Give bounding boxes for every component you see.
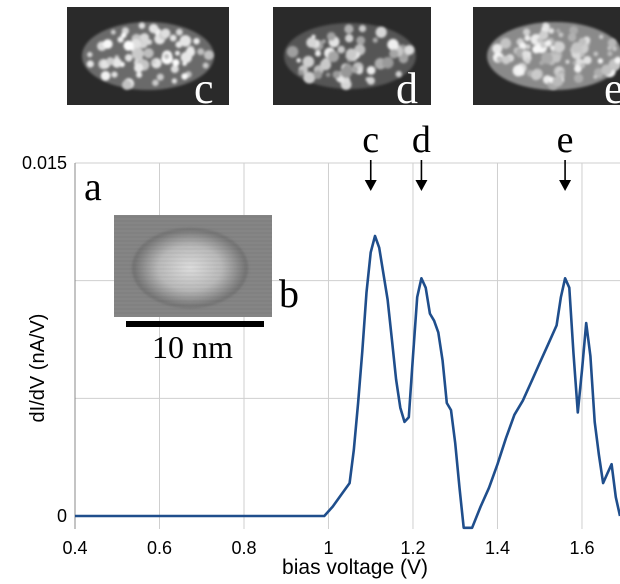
peak-arrow-head: [364, 180, 377, 191]
panel-label-a: a: [84, 164, 102, 209]
peak-label: e: [557, 119, 574, 161]
x-axis-label: bias voltage (V): [282, 556, 428, 579]
map-thumbnail-e: e: [473, 7, 620, 113]
x-tick-label: 1.6: [569, 538, 594, 558]
peak-annotation-c: c: [362, 119, 379, 191]
x-tick-label: 1.4: [485, 538, 510, 558]
x-tick-label: 0.4: [62, 538, 87, 558]
x-tick-label: 1: [323, 538, 333, 558]
x-tick-label: 0.8: [231, 538, 256, 558]
y-tick-label: 0.015: [22, 153, 67, 173]
peak-annotation-e: e: [557, 119, 574, 191]
peak-label: d: [412, 119, 431, 161]
y-tick-label: 0: [57, 506, 67, 526]
x-tick-label: 1.2: [400, 538, 425, 558]
peak-arrow-head: [559, 180, 572, 191]
x-tick-labels: 0.4 0.6 0.8 1 1.2 1.4 1.6: [62, 538, 594, 558]
map-thumbnail-c: c: [67, 7, 229, 113]
y-tick-labels: 0 0.015: [22, 153, 67, 526]
panel-label-b: b: [279, 271, 299, 316]
series-line: [75, 234, 620, 530]
map-thumbnail-d: d: [273, 7, 431, 113]
peak-annotation-d: d: [412, 119, 431, 191]
y-axis-label: dI/dV (nA/V): [27, 314, 49, 423]
inset-topograph: [114, 215, 272, 317]
scale-bar-label: 10 nm: [152, 329, 233, 365]
map-thumbnail-label-c: c: [194, 64, 214, 113]
x-tick-label: 0.6: [147, 538, 172, 558]
peak-arrow-head: [415, 180, 428, 191]
map-thumbnail-label-d: d: [396, 64, 418, 113]
peak-label: c: [362, 119, 379, 161]
map-thumbnail-label-e: e: [604, 64, 620, 113]
